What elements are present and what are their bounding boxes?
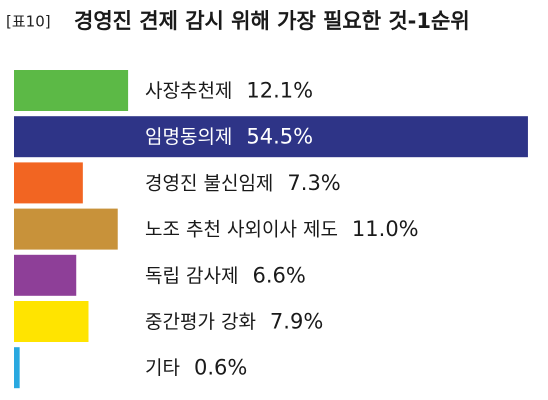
value-label: 7.3% (287, 171, 340, 195)
value-label: 0.6% (194, 356, 247, 380)
value-label: 54.5% (246, 125, 313, 149)
value-label: 11.0% (352, 217, 419, 241)
bar (14, 347, 20, 389)
bar (14, 254, 77, 296)
bar (14, 70, 129, 111)
value-label: 7.9% (270, 310, 323, 334)
value-label: 12.1% (246, 79, 313, 103)
bar (14, 162, 83, 204)
bar (14, 208, 118, 250)
bar (14, 116, 528, 158)
category-label: 사장추천제 (145, 80, 232, 102)
chart-title: 경영진 견제 감시 위해 가장 필요한 것-1순위 (74, 9, 470, 33)
bar (14, 301, 89, 342)
category-label: 기타 (145, 357, 180, 379)
category-label: 중간평가 강화 (145, 311, 256, 333)
table-label: [표10] (6, 13, 51, 31)
category-label: 노조 추천 사외이사 제도 (145, 219, 338, 241)
category-label: 임명동의제 (145, 126, 232, 148)
value-label: 6.6% (252, 263, 305, 287)
category-label: 경영진 불신임제 (145, 172, 273, 194)
category-label: 독립 감사제 (145, 265, 238, 287)
